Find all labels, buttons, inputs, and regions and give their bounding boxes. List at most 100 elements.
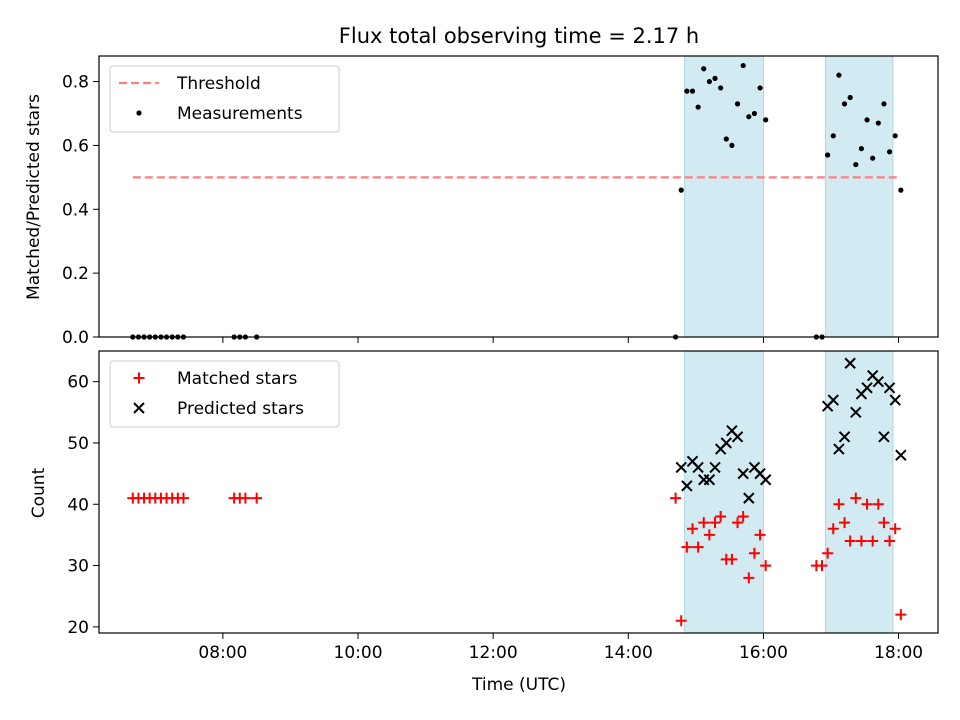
- y-axis-label-top: Matched/Predicted stars: [24, 94, 44, 300]
- data-point: [681, 480, 693, 492]
- x-tick-label: 18:00: [874, 643, 923, 663]
- data-point: [889, 394, 901, 406]
- data-point: [720, 437, 732, 449]
- data-point: [825, 152, 831, 158]
- data-point: [715, 511, 727, 523]
- bottom-panel: 08:00 10:00 12:00 14:00 16:00 18:00 20 30 40 50 60…: [67, 350, 939, 663]
- data-point: [709, 517, 721, 529]
- data-point: [136, 110, 142, 116]
- x-tick-label: 08:00: [198, 643, 247, 663]
- data-point: [830, 133, 836, 139]
- data-point: [712, 75, 718, 81]
- data-point: [675, 461, 687, 474]
- x-tick-label: 10:00: [334, 643, 383, 663]
- chart-title: Flux total observing time = 2.17 h: [339, 24, 699, 48]
- data-point: [703, 474, 716, 486]
- legend-box: [109, 65, 340, 133]
- data-point: [895, 609, 907, 621]
- data-point: [701, 66, 707, 72]
- data-point: [692, 461, 704, 474]
- data-point: [763, 117, 769, 123]
- top-panel: 0.0 0.2 0.4 0.6 0.8 Threshold Measurements: [62, 55, 939, 348]
- data-point: [892, 133, 898, 139]
- data-point: [737, 511, 749, 523]
- data-point: [883, 382, 896, 394]
- data-point: [864, 117, 870, 123]
- data-point: [847, 94, 853, 101]
- shaded-interval: [825, 56, 893, 337]
- x-tick-label: 12:00: [469, 643, 518, 663]
- data-point: [827, 394, 839, 406]
- data-point: [698, 517, 710, 529]
- y-axis-label-bottom: Count: [29, 467, 49, 518]
- data-point: [729, 142, 735, 149]
- data-point: [239, 492, 251, 504]
- data-point: [884, 535, 896, 547]
- x-tick-label: 14:00: [604, 643, 653, 663]
- data-point: [743, 492, 755, 504]
- data-point: [133, 402, 145, 414]
- data-point: [872, 375, 885, 388]
- data-point: [838, 431, 851, 443]
- data-point: [751, 110, 758, 117]
- shaded-interval: [825, 351, 893, 633]
- legend-label: Measurements: [177, 104, 303, 124]
- data-point: [839, 517, 851, 529]
- y-tick-label: 0.2: [62, 264, 89, 284]
- y-tick-label: 0.6: [62, 136, 89, 156]
- data-point: [734, 101, 741, 107]
- axes-frame: [98, 350, 939, 634]
- data-point: [726, 553, 738, 565]
- data-point: [748, 547, 760, 559]
- data-point: [827, 523, 839, 535]
- data-point: [732, 517, 744, 529]
- y-tick-label: 30: [67, 557, 89, 577]
- data-point: [861, 382, 873, 394]
- x-tick-label: 16:00: [739, 643, 788, 663]
- data-point: [684, 88, 690, 94]
- data-point: [872, 498, 884, 510]
- shaded-interval: [684, 56, 764, 337]
- legend-label: Predicted stars: [177, 399, 304, 419]
- data-point: [850, 406, 862, 419]
- data-point: [844, 357, 856, 369]
- legend-box: [109, 360, 340, 428]
- data-point: [703, 529, 715, 541]
- data-point: [878, 517, 890, 529]
- data-point: [670, 492, 682, 504]
- data-point: [841, 101, 848, 107]
- x-axis-label: Time (UTC): [471, 675, 566, 695]
- data-point: [746, 114, 752, 120]
- y-tick-label: 50: [67, 434, 89, 454]
- data-point: [836, 72, 842, 78]
- data-point: [816, 560, 828, 572]
- data-point: [757, 85, 763, 91]
- data-point: [833, 498, 845, 510]
- legend-label: Matched stars: [177, 369, 297, 389]
- data-point: [723, 136, 729, 142]
- data-point: [133, 372, 145, 384]
- data-point: [695, 104, 701, 110]
- data-point: [709, 461, 721, 474]
- axes-frame: [98, 55, 939, 338]
- data-point: [731, 431, 744, 443]
- data-point: [895, 449, 907, 461]
- data-point: [822, 547, 834, 559]
- legend-label: Threshold: [176, 74, 261, 94]
- data-point: [177, 492, 189, 504]
- y-tick-label: 60: [67, 373, 89, 393]
- data-point: [737, 467, 749, 480]
- data-point: [686, 523, 698, 535]
- data-point: [689, 88, 696, 94]
- data-point: [878, 431, 890, 443]
- data-point: [855, 535, 867, 547]
- data-point: [760, 560, 772, 572]
- data-point: [853, 161, 859, 168]
- data-point: [706, 78, 712, 85]
- data-point: [251, 492, 263, 504]
- y-tick-label: 0.4: [62, 200, 89, 220]
- data-point: [759, 474, 772, 486]
- data-point: [875, 120, 881, 126]
- shaded-interval: [684, 351, 764, 633]
